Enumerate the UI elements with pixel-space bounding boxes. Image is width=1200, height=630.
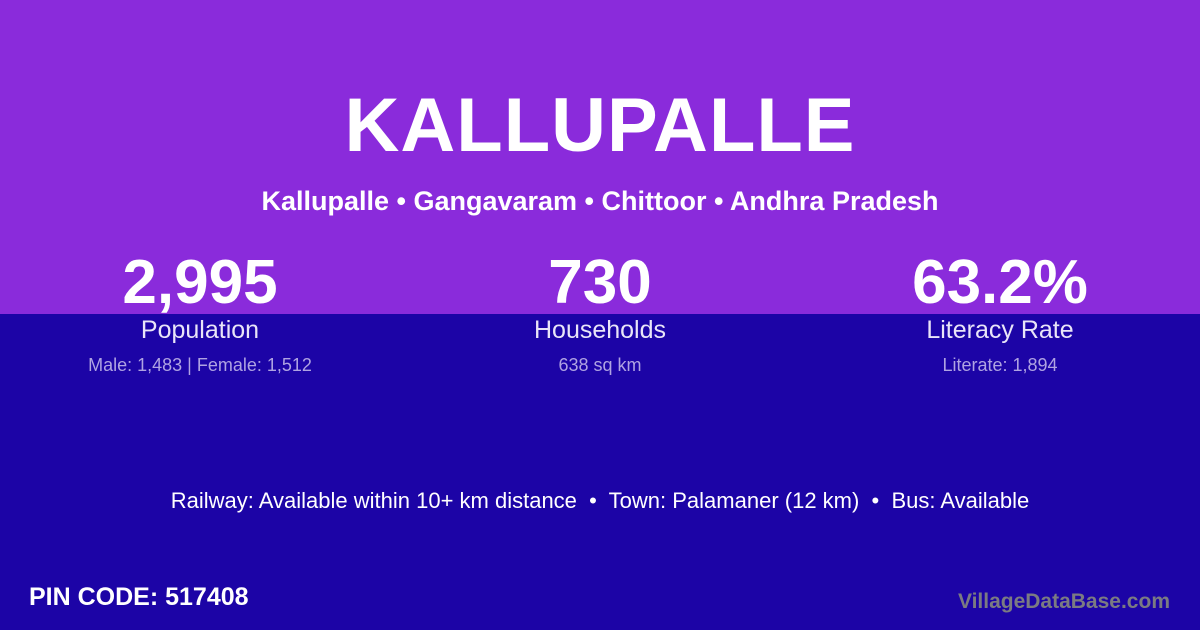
stat-population: 2,995 Population Male: 1,483 | Female: 1… (0, 0, 400, 400)
page-title: KALLUPALLE (344, 83, 856, 168)
watermark: VillageDataBase.com (957, 590, 1170, 613)
households-detail: 638 sq km (558, 355, 642, 375)
stat-literacy: 63.2% Literacy Rate Literate: 1,894 (800, 0, 1200, 400)
bottom-background (0, 314, 1200, 630)
literacy-detail: Literate: 1,894 (942, 355, 1058, 375)
population-value: 2,995 (122, 248, 278, 317)
transport-summary: Railway: Available within 10+ km distanc… (170, 488, 1030, 513)
breadcrumb: Kallupalle • Gangavaram • Chittoor • And… (261, 186, 939, 216)
top-background (0, 0, 1200, 314)
stat-households: 730 Households 638 sq km (400, 0, 800, 400)
population-detail: Male: 1,483 | Female: 1,512 (88, 355, 312, 375)
households-value: 730 (548, 248, 652, 317)
literacy-value: 63.2% (912, 248, 1088, 317)
households-label: Households (533, 316, 667, 344)
literacy-label: Literacy Rate (926, 316, 1074, 344)
population-label: Population (140, 316, 260, 344)
pin-code: PIN CODE: 517408 (29, 583, 249, 611)
